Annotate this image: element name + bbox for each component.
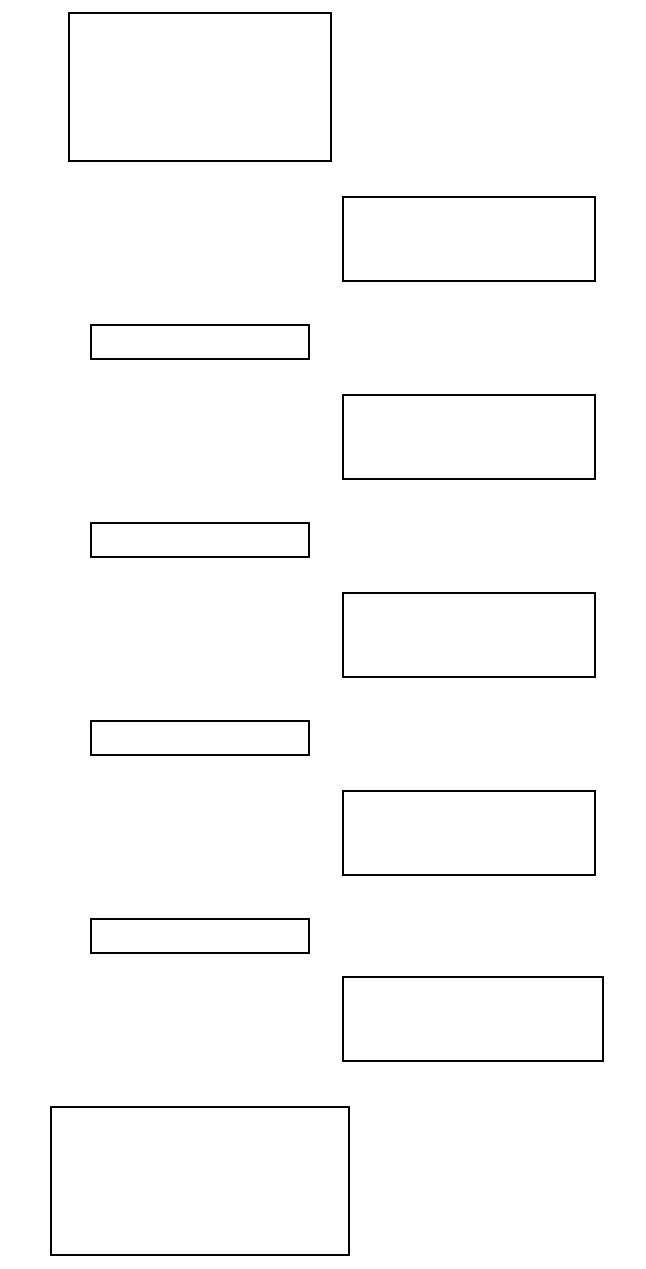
flow-node-n2 — [90, 324, 310, 360]
flow-node-exclusion-medication — [342, 790, 596, 876]
flow-node-n5 — [90, 918, 310, 954]
flow-node-n4 — [90, 720, 310, 756]
flow-node-start — [68, 12, 332, 162]
flow-node-exclusion-died — [342, 196, 596, 282]
flow-node-exclusion-emigrated — [342, 394, 596, 480]
flow-node-exclusion-previous — [342, 976, 604, 1062]
flow-node-final — [50, 1106, 350, 1256]
flow-node-exclusion-country — [342, 592, 596, 678]
flow-node-n3 — [90, 522, 310, 558]
